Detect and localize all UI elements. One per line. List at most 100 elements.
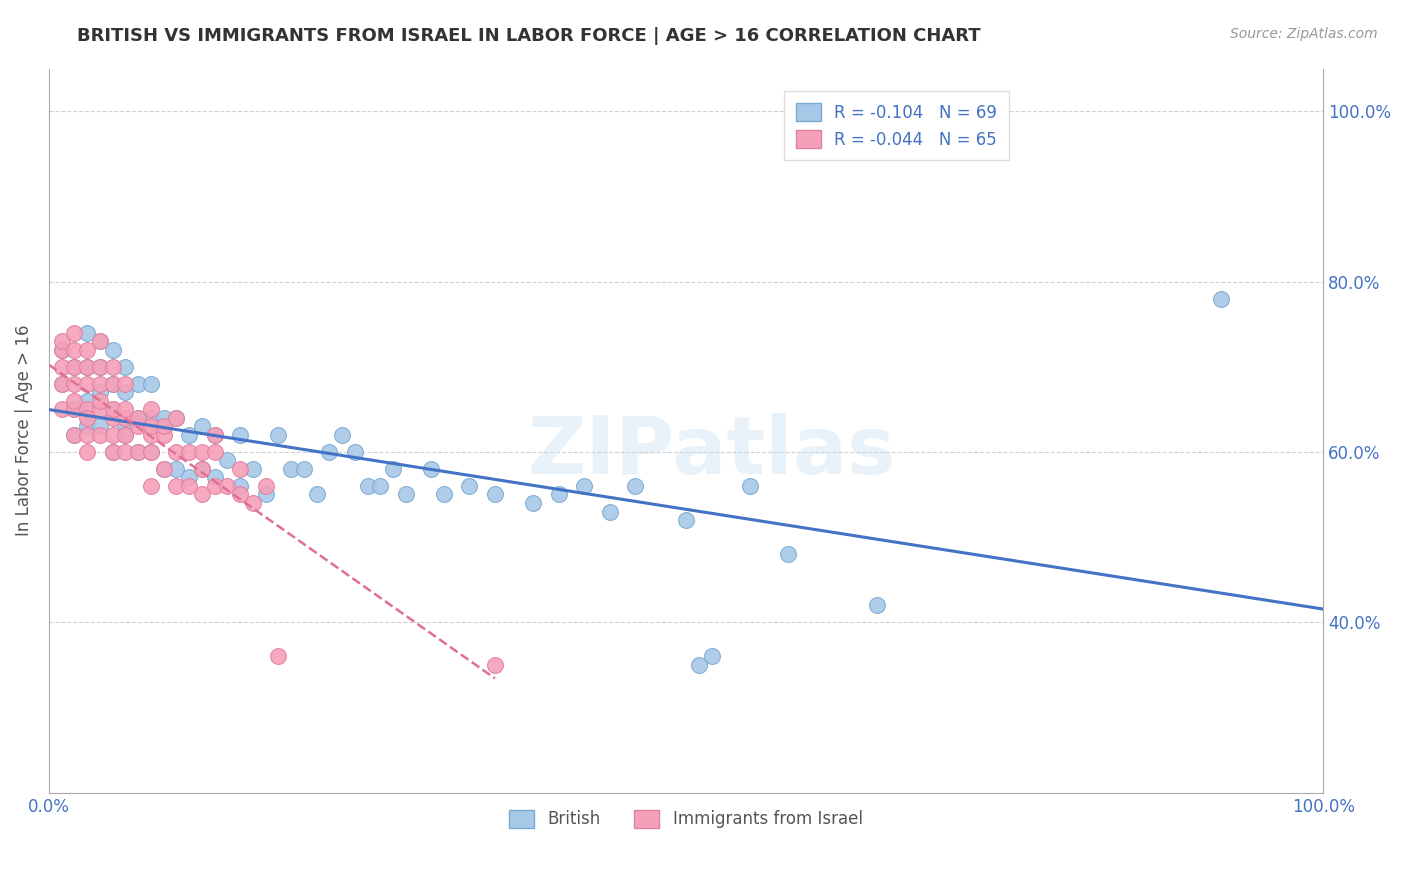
Point [51, 376, 73, 391]
Point [114, 445, 136, 459]
Point [76, 402, 98, 417]
Point [179, 445, 201, 459]
Point [599, 504, 621, 518]
Point [89, 393, 111, 408]
Point [63, 402, 86, 417]
Point [776, 547, 799, 561]
Point [191, 487, 214, 501]
Point [139, 410, 162, 425]
Point [63, 343, 86, 357]
Point [191, 462, 214, 476]
Point [217, 479, 239, 493]
Point [204, 445, 226, 459]
Point [89, 334, 111, 348]
Point [63, 359, 86, 374]
Point [204, 479, 226, 493]
Point [63, 427, 86, 442]
Point [63, 427, 86, 442]
Point [114, 410, 136, 425]
Point [139, 479, 162, 493]
Point [280, 462, 302, 476]
Point [89, 376, 111, 391]
Point [139, 427, 162, 442]
Point [127, 419, 149, 434]
Point [89, 359, 111, 374]
Y-axis label: In Labor Force | Age > 16: In Labor Force | Age > 16 [15, 325, 32, 536]
Point [51, 343, 73, 357]
Point [152, 462, 174, 476]
Point [395, 487, 418, 501]
Point [866, 599, 889, 613]
Point [127, 445, 149, 459]
Point [229, 427, 252, 442]
Point [242, 496, 264, 510]
Point [63, 393, 86, 408]
Text: ZIPatlas: ZIPatlas [527, 413, 896, 491]
Point [547, 487, 569, 501]
Point [433, 487, 456, 501]
Point [165, 410, 187, 425]
Point [152, 419, 174, 434]
Text: BRITISH VS IMMIGRANTS FROM ISRAEL IN LABOR FORCE | AGE > 16 CORRELATION CHART: BRITISH VS IMMIGRANTS FROM ISRAEL IN LAB… [77, 27, 981, 45]
Point [700, 649, 723, 664]
Point [76, 419, 98, 434]
Point [204, 427, 226, 442]
Point [89, 402, 111, 417]
Point [330, 427, 353, 442]
Point [229, 462, 252, 476]
Point [114, 402, 136, 417]
Point [675, 513, 697, 527]
Point [242, 462, 264, 476]
Point [76, 410, 98, 425]
Point [139, 419, 162, 434]
Point [229, 479, 252, 493]
Point [114, 419, 136, 434]
Point [254, 479, 277, 493]
Point [382, 462, 405, 476]
Point [165, 462, 187, 476]
Point [114, 359, 136, 374]
Point [101, 427, 124, 442]
Point [101, 376, 124, 391]
Point [152, 410, 174, 425]
Point [101, 343, 124, 357]
Point [51, 343, 73, 357]
Point [343, 445, 366, 459]
Point [139, 376, 162, 391]
Point [139, 402, 162, 417]
Point [89, 359, 111, 374]
Point [191, 462, 214, 476]
Point [114, 385, 136, 400]
Point [318, 445, 340, 459]
Point [127, 410, 149, 425]
Point [484, 487, 506, 501]
Point [179, 470, 201, 484]
Point [624, 479, 647, 493]
Text: Source: ZipAtlas.com: Source: ZipAtlas.com [1230, 27, 1378, 41]
Point [114, 427, 136, 442]
Point [139, 445, 162, 459]
Point [572, 479, 595, 493]
Point [76, 359, 98, 374]
Point [368, 479, 391, 493]
Point [101, 445, 124, 459]
Point [114, 427, 136, 442]
Point [522, 496, 544, 510]
Point [76, 445, 98, 459]
Point [127, 376, 149, 391]
Point [152, 427, 174, 442]
Point [101, 445, 124, 459]
Point [114, 376, 136, 391]
Point [89, 419, 111, 434]
Point [204, 470, 226, 484]
Point [63, 326, 86, 340]
Point [89, 385, 111, 400]
Point [458, 479, 481, 493]
Point [76, 427, 98, 442]
Point [152, 462, 174, 476]
Point [76, 393, 98, 408]
Point [76, 326, 98, 340]
Point [127, 445, 149, 459]
Point [191, 445, 214, 459]
Point [420, 462, 443, 476]
